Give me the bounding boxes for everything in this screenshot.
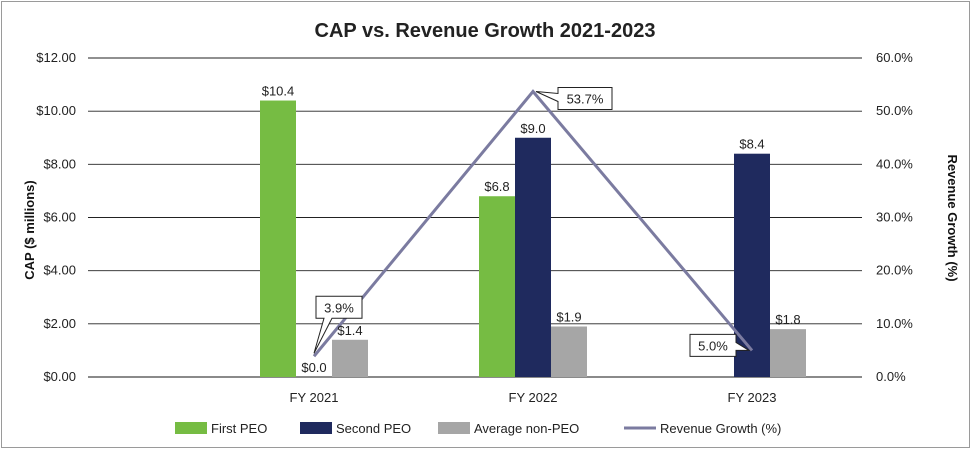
line-label-callout — [535, 86, 613, 110]
x-tick-label: FY 2023 — [728, 390, 777, 405]
bar-second-peo — [515, 137, 551, 377]
legend-label: First PEO — [211, 421, 267, 436]
y2-tick-label: 0.0% — [876, 369, 906, 384]
y-tick-label: $8.00 — [43, 156, 76, 171]
y-tick-label: $4.00 — [43, 263, 76, 278]
x-tick-label: FY 2022 — [509, 390, 558, 405]
tick-labels: $0.00 $2.00 $4.00 $6.00 $8.00 $10.00 $12.00 0.0… — [36, 50, 913, 405]
y-tick-label: $2.00 — [43, 316, 76, 331]
bar-data-label: $8.4 — [739, 137, 764, 152]
legend-label: Second PEO — [336, 421, 411, 436]
data-labels: $10.4 $6.8 $0.0 $9.0 $8.4 $1.4 $1.9 $1.8 3.9% 53.… — [262, 84, 801, 375]
legend-label: Average non-PEO — [474, 421, 579, 436]
bar-first-peo — [260, 100, 296, 378]
bar-data-label: $1.9 — [556, 309, 581, 324]
bar-first-peo — [479, 196, 515, 377]
line-data-label: 5.0% — [698, 338, 728, 353]
bar-data-label: $6.8 — [484, 179, 509, 194]
legend: First PEO Second PEO Average non-PEO Revenu… — [175, 421, 781, 436]
bar-average-non-peo — [551, 326, 587, 377]
y2-tick-label: 30.0% — [876, 210, 913, 225]
legend-swatch — [300, 422, 332, 434]
y-tick-label: $6.00 — [43, 210, 76, 225]
legend-label: Revenue Growth (%) — [660, 421, 781, 436]
y-tick-label: $0.00 — [43, 369, 76, 384]
bar-data-label: $9.0 — [520, 121, 545, 136]
x-tick-label: FY 2021 — [290, 390, 339, 405]
bar-average-non-peo — [332, 339, 368, 377]
chart-title: CAP vs. Revenue Growth 2021-2023 — [315, 20, 656, 42]
bar-data-label: $1.4 — [337, 323, 362, 338]
y2-axis-label: Revenue Growth (%) — [945, 154, 960, 281]
gridlines — [88, 57, 862, 378]
revenue-growth-line — [312, 89, 754, 358]
y-tick-label: $10.00 — [36, 103, 76, 118]
bars — [260, 100, 806, 378]
line-data-label: 53.7% — [567, 91, 604, 106]
y2-tick-label: 60.0% — [876, 50, 913, 65]
y2-tick-label: 40.0% — [876, 156, 913, 171]
bar-second-peo — [734, 153, 770, 377]
y2-tick-label: 20.0% — [876, 263, 913, 278]
y2-tick-label: 10.0% — [876, 316, 913, 331]
legend-swatch — [438, 422, 470, 434]
y2-tick-label: 50.0% — [876, 103, 913, 118]
bar-data-label: $10.4 — [262, 84, 295, 99]
y-axis-label: CAP ($ millions) — [22, 180, 37, 279]
bar-data-label: $1.8 — [775, 312, 800, 327]
legend-swatch — [175, 422, 207, 434]
revenue-line — [312, 89, 754, 358]
line-label-callout — [313, 295, 363, 354]
line-label-callout — [689, 333, 751, 357]
y-tick-label: $12.00 — [36, 50, 76, 65]
line-data-label: 3.9% — [324, 300, 354, 315]
bar-data-label: $0.0 — [301, 360, 326, 375]
bar-average-non-peo — [770, 329, 806, 377]
